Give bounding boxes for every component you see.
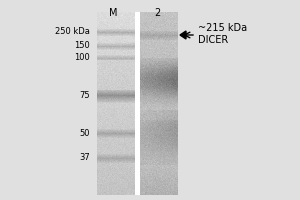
Text: 75: 75 [80, 90, 90, 99]
Text: DICER: DICER [198, 35, 228, 45]
Text: 37: 37 [79, 154, 90, 162]
Text: 100: 100 [74, 53, 90, 62]
Text: M: M [109, 8, 117, 18]
Polygon shape [180, 31, 186, 39]
Text: 150: 150 [74, 42, 90, 50]
Text: ~215 kDa: ~215 kDa [198, 23, 247, 33]
Text: 50: 50 [80, 129, 90, 138]
Text: 250 kDa: 250 kDa [55, 27, 90, 36]
Text: 2: 2 [154, 8, 160, 18]
